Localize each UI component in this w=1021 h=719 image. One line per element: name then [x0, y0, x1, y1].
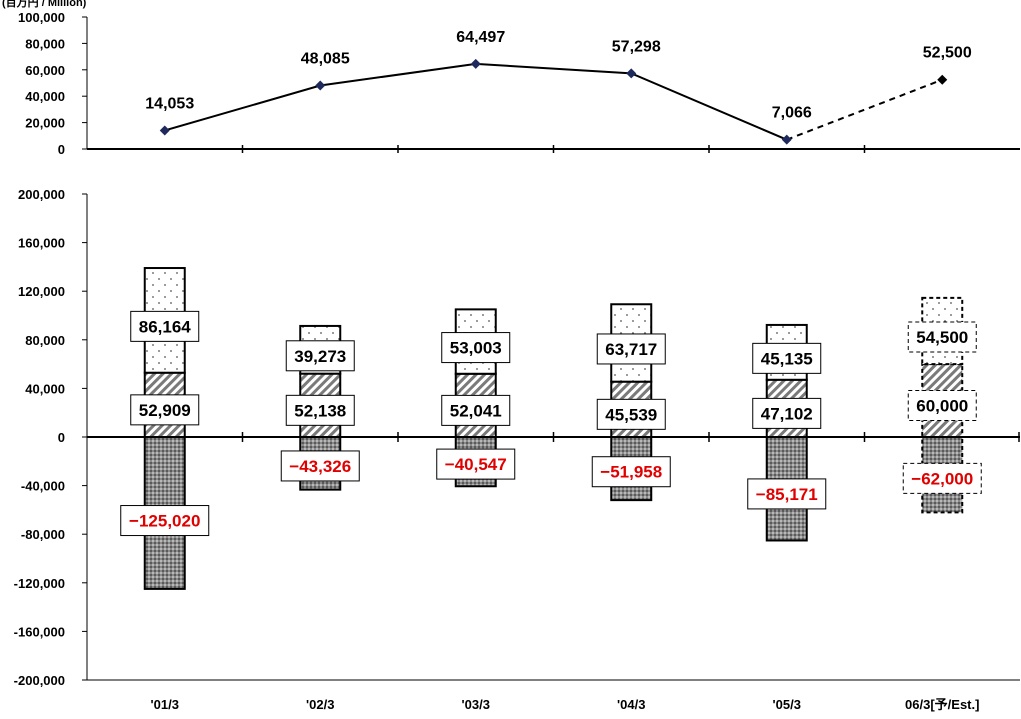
bar-data-label-box [596, 333, 666, 365]
line-y-tick-label: 20,000 [25, 116, 65, 131]
line-data-label: 52,500 [923, 45, 972, 62]
bar-data-label-box [591, 456, 671, 488]
line-y-tick-label: 0 [58, 142, 65, 157]
bar-data-label: 39,273 [294, 347, 346, 366]
bar-y-tick-label: 0 [58, 430, 65, 445]
line-y-tick-label: 100,000 [18, 10, 65, 25]
line-data-label: 7,066 [772, 105, 812, 122]
bar-data-label-box [285, 340, 355, 372]
bar-data-label-box [907, 390, 977, 422]
line-point [315, 80, 326, 91]
bar-data-label-box [596, 398, 666, 430]
line-y-tick-label: 80,000 [25, 36, 65, 51]
bar-data-label: 47,102 [761, 404, 813, 423]
bar-data-label: 45,135 [761, 349, 813, 368]
bar-data-label: 45,539 [605, 405, 657, 424]
line-series-estimate [786, 78, 943, 141]
bar-y-tick-label: 200,000 [18, 187, 65, 202]
bar-data-label-box [752, 342, 822, 374]
bar-data-label-box [907, 321, 977, 353]
bar-data-label-box [285, 394, 355, 426]
line-data-label: 14,053 [145, 95, 194, 112]
line-point [781, 134, 792, 145]
bar-y-tick-label: -160,000 [14, 624, 65, 639]
x-tick-label: '02/3 [306, 697, 334, 712]
x-tick-label: '03/3 [462, 697, 490, 712]
bar-data-label: 54,500 [916, 328, 968, 347]
bar-data-label: −125,020 [129, 512, 200, 531]
x-tick-label: '05/3 [773, 697, 801, 712]
line-series [164, 62, 788, 141]
bar-data-label: 53,003 [450, 339, 502, 358]
x-tick-label: '01/3 [151, 697, 179, 712]
bar-data-label-box [747, 478, 827, 510]
line-point [626, 68, 637, 79]
bar-data-label-box [436, 448, 516, 480]
bar-y-tick-label: 160,000 [18, 236, 65, 251]
line-data-label: 48,085 [301, 51, 350, 68]
bar-data-label-box [130, 394, 200, 426]
bar-data-label-box [120, 505, 210, 537]
line-y-tick-label: 60,000 [25, 63, 65, 78]
line-chart: 0 20,000 40,000 60,000 80,000 100,000 14,053 48… [18, 10, 1020, 157]
bar-y-tick-label: -120,000 [14, 576, 65, 591]
bar-y-tick-label: 120,000 [18, 284, 65, 299]
bar-y-tick-label: 40,000 [25, 381, 65, 396]
line-data-label: 64,497 [456, 29, 505, 46]
bar-data-label: 86,164 [139, 317, 192, 336]
line-point [937, 74, 948, 85]
unit-label: (百万円 / Million) [2, 0, 87, 9]
line-point [470, 58, 481, 69]
bar-data-label: −85,171 [756, 485, 818, 504]
bar-data-label: −40,547 [445, 455, 507, 474]
line-y-tick-label: 40,000 [25, 89, 65, 104]
bar-y-tick-label: 80,000 [25, 333, 65, 348]
bar-data-label: −43,326 [289, 457, 351, 476]
bar-data-label: 60,000 [916, 397, 968, 416]
bar-y-tick-label: -80,000 [21, 527, 65, 542]
x-tick-label: '04/3 [617, 697, 645, 712]
bar-data-label-box [441, 394, 511, 426]
bar-data-label-box [752, 397, 822, 429]
bar-data-label-box [280, 450, 360, 482]
bar-data-label: 52,909 [139, 401, 191, 420]
bar-data-label-box [902, 462, 982, 494]
line-point [159, 125, 170, 136]
bar-data-label: 52,041 [450, 401, 502, 420]
bar-y-tick-label: -200,000 [14, 673, 65, 688]
bar-data-label: 52,138 [294, 401, 346, 420]
bar-data-label: 63,717 [605, 340, 657, 359]
bar-data-label-box [441, 332, 511, 364]
x-tick-label: 06/3[予/Est.] [905, 697, 979, 712]
line-data-label: 57,298 [612, 38, 661, 55]
bar-data-label-box [130, 310, 200, 342]
bar-data-label: −62,000 [911, 469, 973, 488]
bar-data-label: −51,958 [600, 463, 662, 482]
bar-y-tick-label: -40,000 [21, 479, 65, 494]
bar-chart: -200,000 -160,000 -120,000 -80,000 -40,000 0 4… [14, 187, 1020, 712]
